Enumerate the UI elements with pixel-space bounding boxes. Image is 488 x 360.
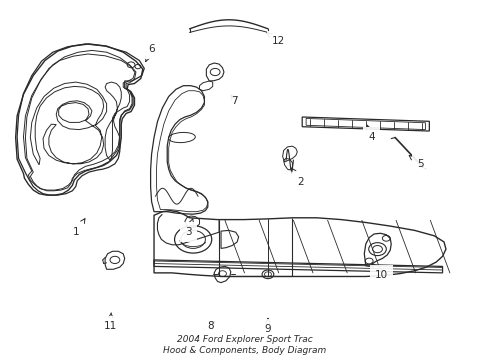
Text: 9: 9 xyxy=(264,319,271,334)
Text: 11: 11 xyxy=(103,313,117,331)
Text: 8: 8 xyxy=(206,321,214,331)
Text: 10: 10 xyxy=(371,263,387,280)
Text: 3: 3 xyxy=(184,219,193,237)
Text: 2004 Ford Explorer Sport Trac
Hood & Components, Body Diagram: 2004 Ford Explorer Sport Trac Hood & Com… xyxy=(163,335,325,355)
Text: 2: 2 xyxy=(291,168,304,187)
Text: 4: 4 xyxy=(366,125,374,142)
Text: 12: 12 xyxy=(266,33,285,46)
Text: 1: 1 xyxy=(72,219,85,237)
Text: 5: 5 xyxy=(408,156,423,169)
Text: 7: 7 xyxy=(230,95,238,106)
Text: 6: 6 xyxy=(145,44,155,62)
